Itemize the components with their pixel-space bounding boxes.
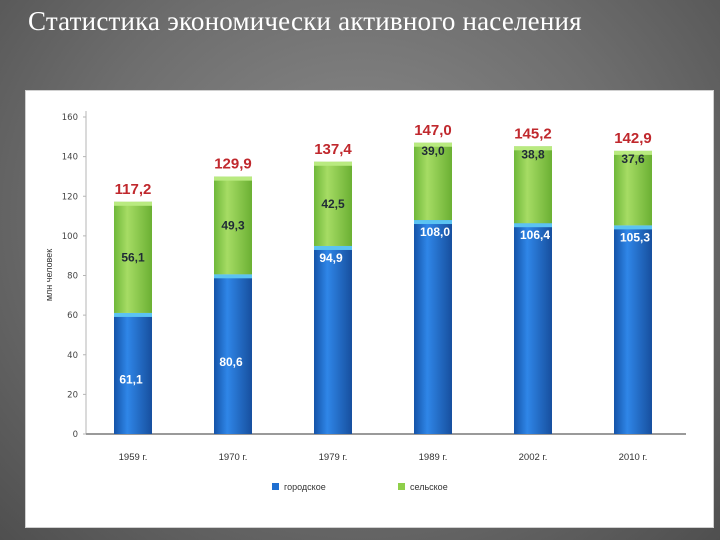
urban-value-label: 80,6: [219, 355, 243, 369]
urban-value-label: 94,9: [319, 251, 343, 265]
bar-rural-cap: [614, 150, 652, 155]
urban-value-label: 61,1: [119, 373, 143, 387]
rural-value-label: 38,8: [521, 147, 545, 161]
bar-urban: [114, 312, 152, 434]
rural-value-label: 42,5: [321, 197, 345, 211]
bar-rural-cap: [414, 142, 452, 147]
legend-swatch-urban: [272, 483, 279, 490]
x-category-label: 2002 г.: [519, 452, 548, 463]
y-tick-label: 100: [62, 232, 78, 242]
bar-rural-cap: [514, 146, 552, 151]
x-category-label: 1959 г.: [119, 452, 148, 463]
total-value-label: 137,4: [314, 141, 352, 158]
bar-urban: [314, 245, 352, 434]
legend-swatch-rural: [398, 483, 405, 490]
bar-urban: [614, 225, 652, 434]
bar-rural: [214, 176, 252, 275]
slide-title: Статистика экономически активного населе…: [28, 6, 582, 36]
bar-urban-cap: [514, 223, 552, 228]
y-tick-label: 0: [73, 430, 78, 440]
y-tick-label: 120: [62, 192, 78, 202]
total-value-label: 147,0: [414, 122, 452, 139]
x-category-label: 2010 г.: [619, 452, 648, 463]
bar-rural: [114, 201, 152, 313]
urban-value-label: 105,3: [620, 230, 650, 244]
bar-rural-cap: [314, 161, 352, 166]
bar-rural: [314, 161, 352, 246]
bar-urban-cap: [314, 245, 352, 250]
y-tick-label: 80: [67, 272, 78, 282]
urban-value-label: 106,4: [520, 228, 550, 242]
rural-value-label: 49,3: [221, 218, 245, 232]
bar-urban: [414, 220, 452, 434]
y-tick-label: 20: [67, 390, 78, 400]
total-value-label: 145,2: [514, 125, 552, 142]
x-category-label: 1970 г.: [219, 452, 248, 463]
bar-urban: [214, 274, 252, 434]
bar-urban-cap: [114, 312, 152, 317]
bar-rural: [514, 146, 552, 224]
bar-urban-cap: [214, 274, 252, 279]
legend-label-rural: сельское: [410, 482, 448, 492]
stacked-bar-chart: 0 20 40 60 80 100 120 140 160 млн человек 61,1 56,…: [44, 111, 686, 492]
x-category-label: 1989 г.: [419, 452, 448, 463]
bar-urban: [514, 223, 552, 434]
rural-value-label: 39,0: [421, 144, 445, 158]
y-axis-label: млн человек: [44, 249, 54, 301]
total-value-label: 117,2: [115, 181, 152, 198]
bar-urban-cap: [414, 220, 452, 225]
rural-value-label: 56,1: [121, 250, 145, 264]
bar-urban-cap: [614, 225, 652, 230]
urban-value-label: 108,0: [420, 225, 450, 239]
y-tick-label: 60: [67, 311, 78, 321]
total-value-label: 142,9: [614, 130, 652, 147]
rural-value-label: 37,6: [621, 152, 645, 166]
y-tick-label: 160: [62, 113, 78, 123]
y-tick-label: 140: [62, 153, 78, 163]
bar-rural: [414, 142, 452, 221]
legend-label-urban: городское: [284, 482, 326, 492]
bar-rural-cap: [114, 201, 152, 206]
x-category-label: 1979 г.: [319, 452, 348, 463]
chart-panel: 0 20 40 60 80 100 120 140 160 млн человек 61,1 56,…: [25, 90, 714, 528]
y-tick-label: 40: [67, 351, 78, 361]
bar-rural-cap: [214, 176, 252, 181]
bar-rural: [614, 150, 652, 226]
total-value-label: 129,9: [214, 156, 252, 173]
